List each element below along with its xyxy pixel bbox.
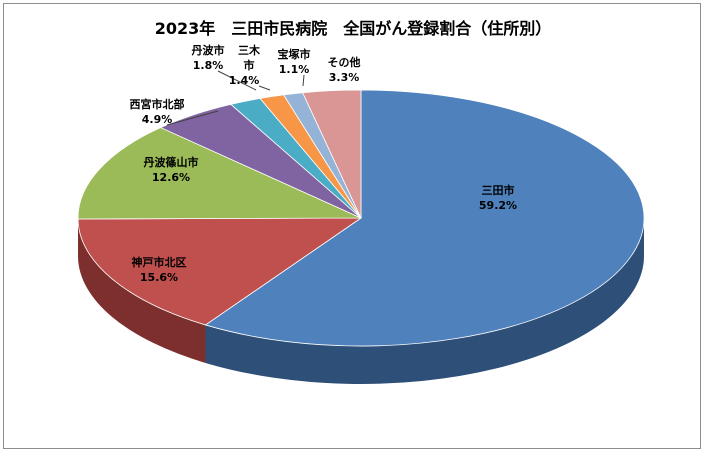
chart-frame: 2023年 三田市民病院 全国がん登録割合（住所別） 三田市 59.2% 神戸市北区… bbox=[3, 3, 701, 449]
slice-8-top bbox=[302, 89, 362, 219]
slice-4-label: 西宮市北部 4.9% bbox=[130, 97, 185, 126]
slice-8-name: その他 bbox=[328, 55, 361, 69]
slice-6-value: 1.4% bbox=[229, 74, 260, 87]
slice-3-value: 12.6% bbox=[152, 171, 190, 184]
slice-6-leader bbox=[258, 85, 271, 91]
slice-1-label: 三田市 59.2% bbox=[479, 183, 517, 212]
slice-7-leader bbox=[302, 74, 305, 87]
slice-2-label: 神戸市北区 15.6% bbox=[132, 255, 187, 284]
pie-chart: 2023年 三田市民病院 全国がん登録割合（住所別） 三田市 59.2% 神戸市北区… bbox=[77, 19, 645, 384]
slice-5-name: 丹波市 bbox=[192, 43, 225, 57]
slice-4-leader bbox=[166, 110, 219, 126]
slice-3-label: 丹波篠山市 12.6% bbox=[144, 155, 199, 184]
slice-8-value: 3.3% bbox=[329, 71, 360, 84]
slice-5-value: 1.8% bbox=[193, 59, 224, 72]
slice-2-name: 神戸市北区 bbox=[132, 255, 187, 269]
slice-4-value: 4.9% bbox=[142, 113, 173, 126]
slice-1-top bbox=[204, 89, 645, 347]
slice-4-name: 西宮市北部 bbox=[130, 97, 185, 111]
slice-8-label: その他 3.3% bbox=[328, 55, 361, 84]
leader-lines bbox=[166, 70, 305, 126]
slice-7-label: 宝塚市 1.1% bbox=[278, 47, 311, 76]
slice-6-label: 三木市 1.4% bbox=[229, 43, 261, 87]
pie-sides bbox=[78, 218, 644, 384]
slice-5-label: 丹波市 1.8% bbox=[192, 43, 225, 72]
slice-7-value: 1.1% bbox=[279, 63, 310, 76]
slice-3-top bbox=[77, 127, 362, 220]
chart-title: 2023年 三田市民病院 全国がん登録割合（住所別） bbox=[155, 19, 552, 38]
pie-slices bbox=[77, 89, 645, 347]
slice-2-side-1 bbox=[78, 219, 206, 363]
slice-3-name: 丹波篠山市 bbox=[144, 155, 199, 169]
slice-labels: 三田市 59.2% 神戸市北区 15.6% 丹波篠山市 12.6% 西宮市北部 4.9% 丹波市… bbox=[130, 43, 518, 284]
slice-7-name: 宝塚市 bbox=[278, 47, 311, 61]
slice-1-name: 三田市 bbox=[482, 183, 515, 197]
slice-5-leader bbox=[217, 70, 257, 91]
slice-1-value: 59.2% bbox=[479, 199, 517, 212]
slice-6-name-1: 三木 bbox=[238, 43, 261, 57]
slice-6-name-2: 市 bbox=[244, 58, 255, 72]
slice-2-value: 15.6% bbox=[140, 271, 178, 284]
slice-2-top bbox=[77, 217, 363, 326]
slice-1-side-1 bbox=[205, 218, 644, 384]
